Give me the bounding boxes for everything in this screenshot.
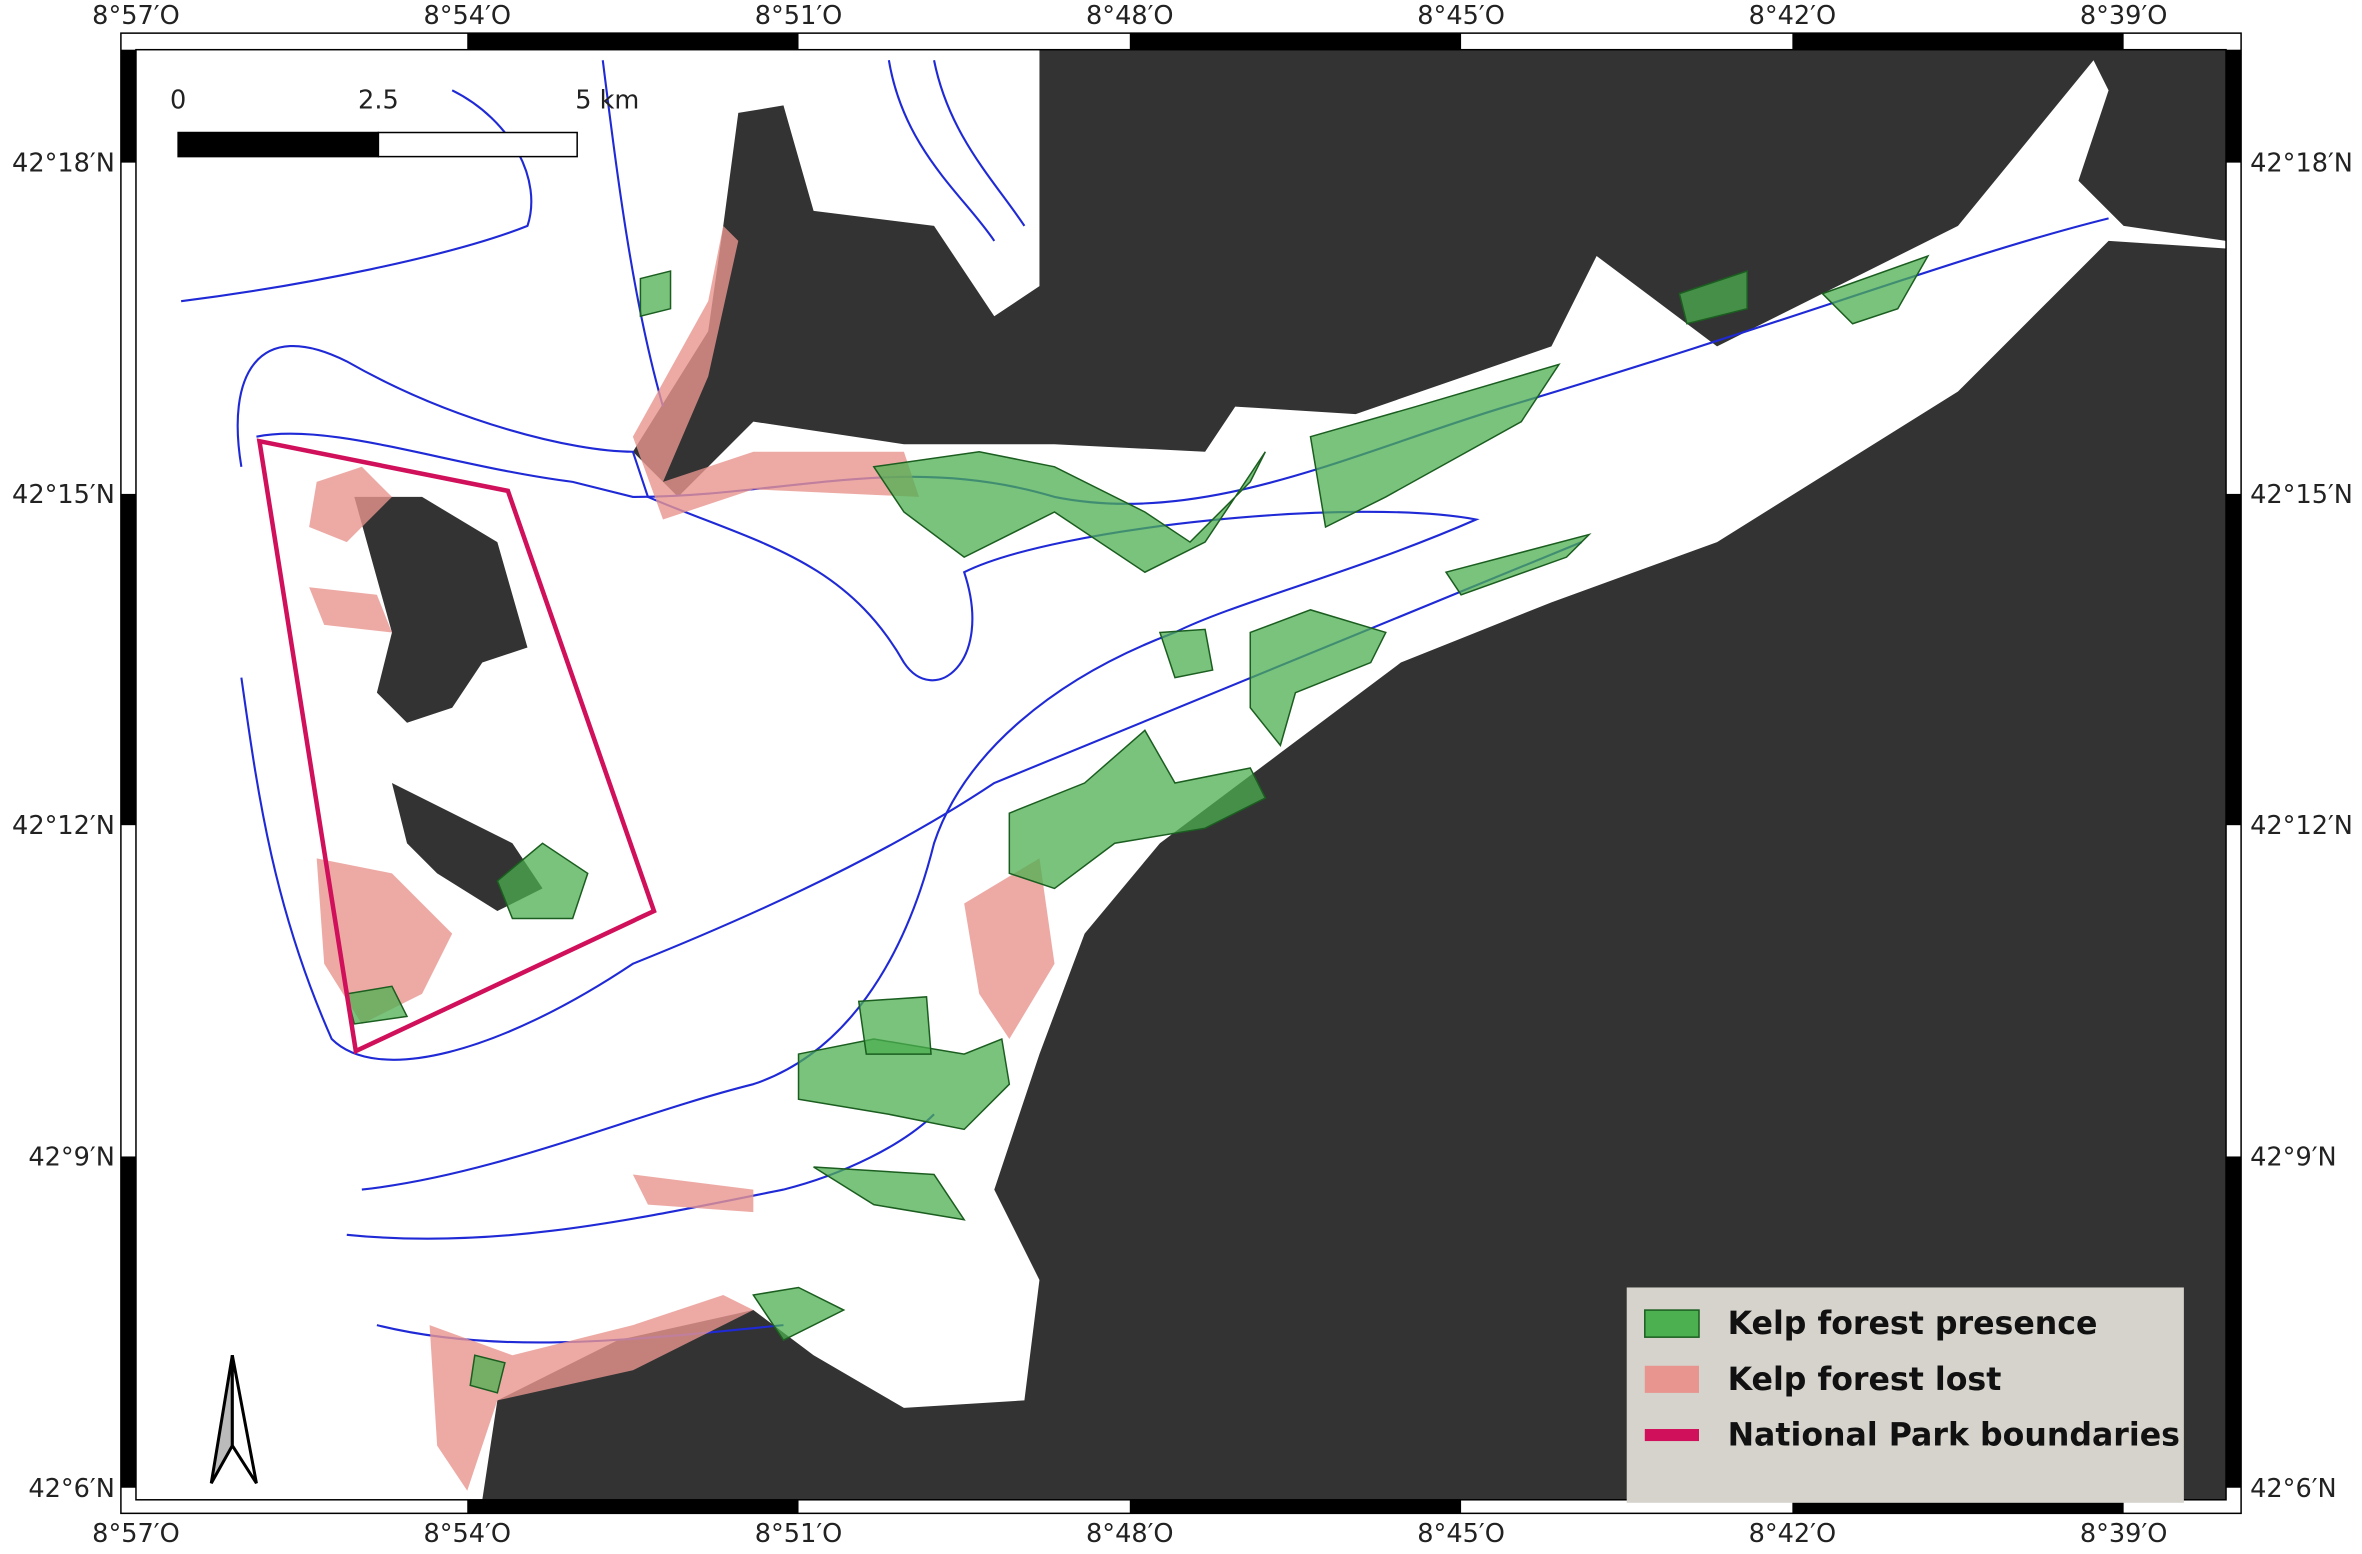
coordinate-labels: 8°57′O 8°57′O 8°54′O 8°54′O 8°51′O 8°51′O 8°48… xyxy=(12,1,2353,1549)
latitude-label: 42°9′N xyxy=(28,1143,115,1173)
frame-segment xyxy=(467,1499,799,1514)
longitude-label: 8°45′O xyxy=(1417,1,1505,31)
latitude-label: 42°9′N xyxy=(2250,1143,2337,1173)
latitude-label: 42°18′N xyxy=(12,149,115,179)
frame-segment xyxy=(120,1156,136,1488)
national-park-boundary xyxy=(256,438,657,1055)
frame-segment xyxy=(120,493,136,826)
latitude-label: 42°12′N xyxy=(12,811,115,841)
longitude-label: 8°57′O xyxy=(92,1,180,31)
kelp-presence-areas xyxy=(345,254,1930,1394)
longitude-label: 8°45′O xyxy=(1417,1519,1505,1549)
frame-segment xyxy=(1129,1499,1462,1514)
longitude-label: 8°51′O xyxy=(755,1519,843,1549)
island-north xyxy=(354,496,528,723)
longitude-label: 8°39′O xyxy=(2080,1519,2168,1549)
legend-label: Kelp forest lost xyxy=(1728,1362,2002,1398)
longitude-label: 8°54′O xyxy=(423,1519,511,1549)
latitude-label: 42°15′N xyxy=(2250,480,2353,510)
longitude-label: 8°48′O xyxy=(1086,1519,1174,1549)
north-land xyxy=(632,49,2227,497)
frame-segment xyxy=(1129,33,1462,50)
frame-segment xyxy=(1792,33,2124,50)
legend-swatch xyxy=(1644,1309,1700,1338)
legend-box xyxy=(1626,1287,2184,1503)
legend: Kelp forest presence Kelp forest lost Nati… xyxy=(1626,1287,2184,1503)
latitude-label: 42°15′N xyxy=(12,480,115,510)
longitude-label: 8°42′O xyxy=(1749,1,1837,31)
frame-segment xyxy=(467,33,799,50)
scale-bar: 0 2.5 5 km xyxy=(170,85,639,158)
frame xyxy=(120,32,2242,1515)
longitude-label: 8°48′O xyxy=(1086,1,1174,31)
south-land xyxy=(482,240,2227,1500)
frame-segment xyxy=(2226,1156,2242,1488)
latitude-label: 42°12′N xyxy=(2250,811,2353,841)
longitude-label: 8°57′O xyxy=(92,1519,180,1549)
latitude-label: 42°18′N xyxy=(2250,149,2353,179)
frame-segment xyxy=(2226,49,2242,163)
latitude-label: 42°6′N xyxy=(2250,1474,2337,1504)
longitude-label: 8°54′O xyxy=(423,1,511,31)
legend-label: Kelp forest presence xyxy=(1728,1306,2098,1342)
longitude-label: 8°51′O xyxy=(755,1,843,31)
longitude-label: 8°39′O xyxy=(2080,1,2168,31)
latitude-label: 42°6′N xyxy=(28,1474,115,1504)
legend-label: National Park boundaries xyxy=(1728,1418,2180,1454)
longitude-label: 8°42′O xyxy=(1749,1519,1837,1549)
scale-label: 5 km xyxy=(575,85,639,115)
scale-label: 0 xyxy=(170,85,186,115)
legend-swatch xyxy=(1644,1365,1699,1393)
legend-swatch xyxy=(1644,1429,1699,1442)
frame-segment xyxy=(2226,493,2242,826)
north-arrow xyxy=(209,1354,258,1485)
frame-segment xyxy=(120,49,136,163)
scale-label: 2.5 xyxy=(358,85,399,115)
frame-segment xyxy=(1792,1499,2124,1514)
